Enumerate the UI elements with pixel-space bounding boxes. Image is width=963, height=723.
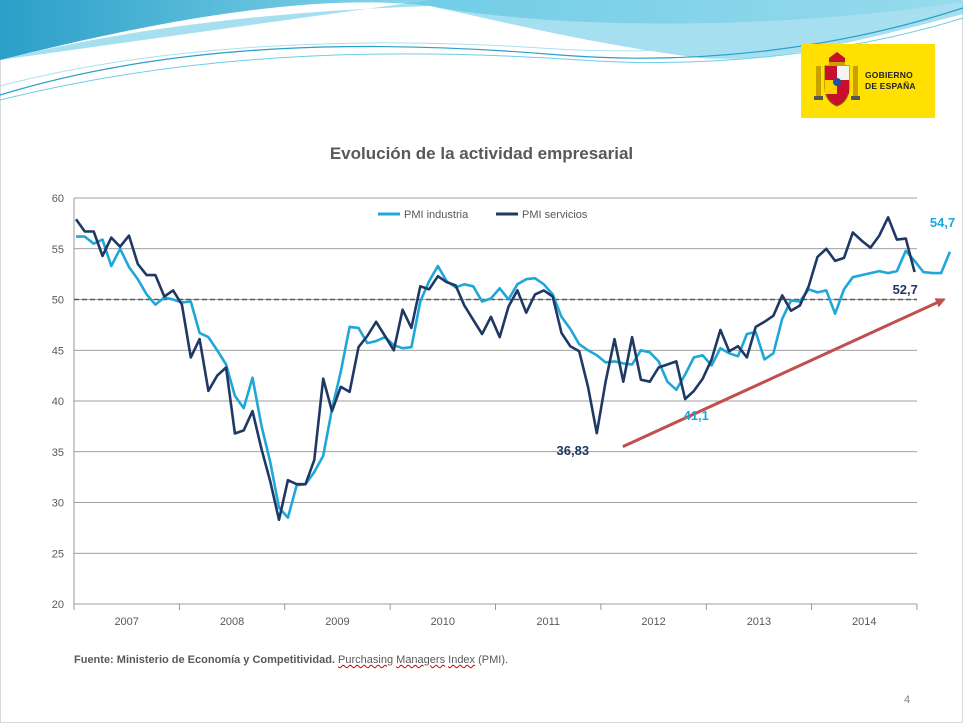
- x-tick-label: 2011: [536, 616, 560, 628]
- label-industria-last: 54,7: [930, 215, 955, 230]
- source-text-1: Purchasing: [338, 654, 394, 666]
- logo-line-1: GOBIERNO: [865, 70, 913, 80]
- y-tick-label: 30: [52, 498, 64, 510]
- y-tick-label: 50: [52, 295, 64, 307]
- pmi-servicios-line: [74, 216, 916, 522]
- source-label: Fuente: Ministerio de Economía y Competi…: [74, 654, 335, 666]
- x-tick-label: 2008: [220, 616, 244, 628]
- legend-label-industria: PMI industria: [404, 209, 469, 221]
- gobierno-logo: GOBIERNO DE ESPAÑA: [801, 44, 935, 118]
- source-text-2: Managers: [396, 654, 446, 666]
- x-tick-label: 2012: [641, 616, 665, 628]
- x-tick-label: 2014: [852, 616, 876, 628]
- y-tick-label: 45: [52, 345, 64, 357]
- source-text-3: Index: [448, 654, 476, 666]
- label-servicios-min-2011: 36,83: [557, 443, 590, 458]
- label-industria-min-2012: 41,1: [684, 408, 709, 423]
- x-tick-label: 2010: [431, 616, 455, 628]
- label-servicios-last: 52,7: [893, 282, 918, 297]
- chart-title: Evolución de la actividad empresarial: [329, 144, 634, 163]
- y-tick-label: 40: [52, 396, 64, 408]
- logo-line-2: DE ESPAÑA: [865, 81, 916, 91]
- trend-arrow: [622, 298, 946, 449]
- source-note: Fuente: Ministerio de Economía y Competi…: [74, 654, 508, 666]
- legend-label-servicios: PMI servicios: [522, 209, 588, 221]
- coat-of-arms-icon: [814, 52, 860, 107]
- y-tick-label: 35: [52, 447, 64, 459]
- x-tick-label: 2009: [325, 616, 349, 628]
- page-number: 4: [904, 694, 911, 706]
- y-tick-label: 60: [52, 193, 64, 205]
- y-tick-label: 55: [52, 244, 64, 256]
- pmi-line-chart: 20 25 30 35 40 45 50 55 60 2007 2008 2009 2010 2011 2…: [52, 193, 955, 628]
- y-tick-label: 20: [52, 599, 64, 611]
- y-tick-label: 25: [52, 548, 64, 560]
- source-text-4: (PMI).: [478, 654, 509, 666]
- x-tick-label: 2013: [747, 616, 771, 628]
- x-tick-label: 2007: [114, 616, 138, 628]
